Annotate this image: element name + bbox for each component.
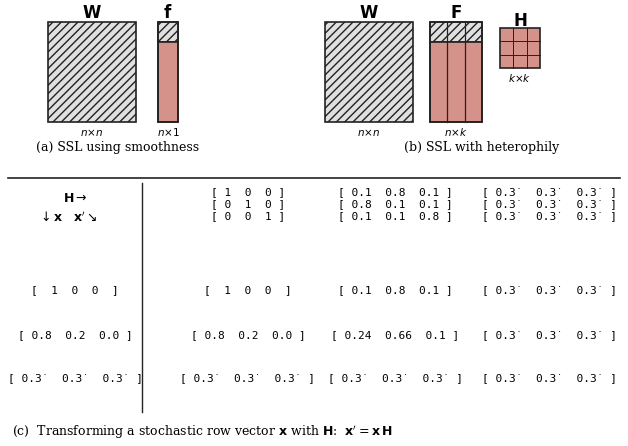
- Text: [ 0.8  0.2  0.0 ]: [ 0.8 0.2 0.0 ]: [191, 330, 305, 340]
- Text: [ 0.3̇  0.3̇  0.3̇ ]: [ 0.3̇ 0.3̇ 0.3̇ ]: [180, 373, 315, 383]
- Text: $n{\times}1$: $n{\times}1$: [156, 126, 180, 138]
- Bar: [430, 22, 482, 42]
- Text: [ 0.1  0.8  0.1 ]
[ 0.8  0.1  0.1 ]
[ 0.1  0.1  0.8 ]: [ 0.1 0.8 0.1 ] [ 0.8 0.1 0.1 ] [ 0.1 0.…: [338, 187, 452, 221]
- Bar: [158, 22, 178, 42]
- Text: $\mathbf{W}$: $\mathbf{W}$: [82, 4, 102, 21]
- Text: [  1  0  0  ]: [ 1 0 0 ]: [31, 285, 119, 295]
- Text: $\mathbf{H}$: $\mathbf{H}$: [513, 13, 527, 30]
- Text: (c)  Transforming a stochastic row vector $\mathbf{x}$ with $\mathbf{H}$:  $\mat: (c) Transforming a stochastic row vector…: [12, 423, 392, 441]
- Bar: [48, 22, 136, 122]
- Text: $\mathbf{f}$: $\mathbf{f}$: [163, 4, 173, 22]
- Text: $n{\times}n$: $n{\times}n$: [357, 127, 381, 137]
- Text: [ 0.3̇  0.3̇  0.3̇ ]: [ 0.3̇ 0.3̇ 0.3̇ ]: [482, 330, 617, 340]
- Text: [ 0.3̇  0.3̇  0.3̇ ]
[ 0.3̇  0.3̇  0.3̇ ]
[ 0.3̇  0.3̇  0.3̇ ]: [ 0.3̇ 0.3̇ 0.3̇ ] [ 0.3̇ 0.3̇ 0.3̇ ] [ …: [482, 187, 617, 221]
- Text: $n{\times}n$: $n{\times}n$: [80, 127, 104, 137]
- Text: [ 0.8  0.2  0.0 ]: [ 0.8 0.2 0.0 ]: [18, 330, 133, 340]
- Text: (a) SSL using smoothness: (a) SSL using smoothness: [36, 141, 200, 154]
- Bar: [158, 42, 178, 122]
- Text: [ 0.3̇  0.3̇  0.3̇ ]: [ 0.3̇ 0.3̇ 0.3̇ ]: [482, 373, 617, 383]
- Bar: [430, 42, 482, 122]
- Text: $k{\times}k$: $k{\times}k$: [509, 72, 531, 84]
- Text: [ 0.1  0.8  0.1 ]: [ 0.1 0.8 0.1 ]: [338, 285, 452, 295]
- Text: $\mathbf{F}$: $\mathbf{F}$: [450, 4, 462, 21]
- Text: $\mathbf{H}\rightarrow$: $\mathbf{H}\rightarrow$: [63, 191, 87, 205]
- Text: [  1  0  0  ]: [ 1 0 0 ]: [204, 285, 292, 295]
- Text: (b) SSL with heterophily: (b) SSL with heterophily: [404, 141, 560, 154]
- Bar: [325, 22, 413, 122]
- Bar: [430, 22, 482, 122]
- Text: [ 1  0  0 ]
[ 0  1  0 ]
[ 0  0  1 ]: [ 1 0 0 ] [ 0 1 0 ] [ 0 0 1 ]: [211, 187, 285, 221]
- Text: [ 0.3̇  0.3̇  0.3̇ ]: [ 0.3̇ 0.3̇ 0.3̇ ]: [482, 285, 617, 295]
- Text: [ 0.24  0.66  0.1 ]: [ 0.24 0.66 0.1 ]: [331, 330, 459, 340]
- Bar: [158, 22, 178, 122]
- Text: $n{\times}k$: $n{\times}k$: [444, 126, 468, 138]
- Bar: [500, 28, 540, 68]
- Text: [ 0.3̇  0.3̇  0.3̇ ]: [ 0.3̇ 0.3̇ 0.3̇ ]: [8, 373, 143, 383]
- Text: $\downarrow\mathbf{x}$   $\mathbf{x}^{\prime}\searrow$: $\downarrow\mathbf{x}$ $\mathbf{x}^{\pri…: [38, 211, 98, 225]
- Text: [ 0.3̇  0.3̇  0.3̇ ]: [ 0.3̇ 0.3̇ 0.3̇ ]: [327, 373, 462, 383]
- Text: $\mathbf{W}$: $\mathbf{W}$: [359, 4, 379, 21]
